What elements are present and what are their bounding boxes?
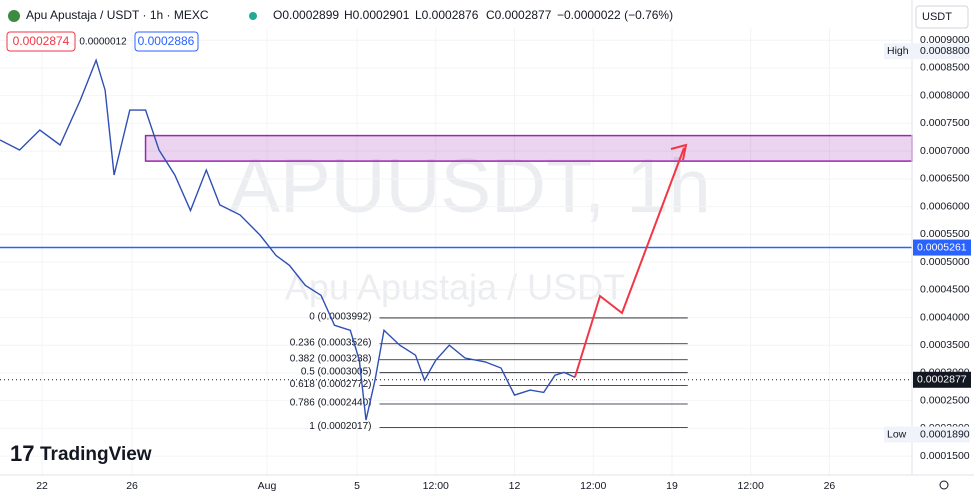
buy-price: 0.0002886	[138, 34, 195, 48]
y-tick-label: 0.0004000	[920, 311, 970, 323]
ohlc-low: L0.0002876	[415, 8, 479, 22]
y-tick-label: 0.0005500	[920, 228, 970, 240]
plot-area: 0 (0.0003992) 0.236 (0.0003526) 0.382 (0.0…	[0, 28, 913, 475]
y-tick-label: 0.0002500	[920, 394, 970, 406]
symbol-icon	[8, 10, 20, 22]
y-tick-label: 0.0006000	[920, 200, 970, 212]
x-tick-label: 12:00	[580, 480, 606, 492]
y-tick-label: 0.0007500	[920, 117, 970, 129]
level-tag-label: 0.0005261	[917, 241, 967, 253]
ohlc-open: O0.0002899	[273, 8, 339, 22]
sell-box[interactable]	[6, 31, 76, 52]
y-tick-label: 0.0007000	[920, 145, 970, 157]
level-tag	[913, 239, 971, 256]
high-marker-box	[884, 43, 970, 60]
x-tick-label: Aug	[258, 480, 277, 492]
y-tick-label: 0.0008000	[920, 89, 970, 101]
last-price-label: 0.0002877	[917, 374, 967, 386]
fib-label: 0.382 (0.0003238)	[290, 353, 372, 364]
symbol: Apu Apustaja / USDT · 1h · MEXC	[26, 8, 209, 22]
x-tick-label: 5	[354, 480, 360, 492]
supply-zone	[144, 134, 913, 162]
y-tick-label: 0.0004500	[920, 284, 970, 296]
currency: USDT	[922, 11, 952, 23]
high-marker-label: 0.0008800	[920, 45, 970, 57]
low-marker-box	[884, 426, 970, 443]
status-dot	[249, 12, 257, 20]
x-tick-label: 12:00	[738, 480, 764, 492]
sell-price: 0.0002874	[13, 34, 70, 48]
arrow-head	[670, 143, 688, 161]
last-price-tag	[913, 371, 971, 388]
low-marker-label: 0.0001890	[920, 428, 970, 440]
x-tick-label: 12:00	[423, 480, 449, 492]
watermark-name: Apu Apustaja / USDT	[285, 267, 625, 308]
projection-arrow	[574, 147, 685, 378]
fib-label: 1 (0.0002017)	[309, 421, 371, 432]
y-tick-label: 0.0003500	[920, 339, 970, 351]
x-tick-label: 26	[126, 480, 138, 492]
x-tick-label: 19	[666, 480, 678, 492]
ohlc-high: H0.0002901	[344, 8, 410, 22]
settings-icon[interactable]	[939, 480, 949, 490]
logo-mark: 17	[10, 441, 34, 466]
currency-button[interactable]	[915, 5, 969, 29]
y-tick-label: 0.0001500	[920, 450, 970, 462]
y-tick-label: 0.0006500	[920, 173, 970, 185]
high-marker-name: High	[887, 45, 909, 57]
x-tick-label: 26	[824, 480, 836, 492]
buy-box[interactable]	[134, 31, 199, 52]
fib-label: 0.5 (0.0003005)	[301, 366, 372, 377]
price-line	[0, 58, 576, 421]
logo: TradingView	[40, 444, 152, 465]
fib-label: 0.618 (0.0002772)	[290, 379, 372, 390]
ohlc-close: C0.0002877	[486, 8, 552, 22]
watermark-ticker: APUUSDT, 1h	[229, 144, 711, 229]
ohlc-change: −0.0000022 (−0.76%)	[557, 8, 673, 22]
x-tick-label: 12	[509, 480, 521, 492]
y-tick-label: 0.0005000	[920, 256, 970, 268]
y-tick-label: 0.0009000	[920, 34, 970, 46]
low-marker-name: Low	[887, 428, 907, 440]
y-tick-label: 0.0008500	[920, 62, 970, 74]
spread: 0.0000012	[79, 37, 127, 48]
fib-label: 0 (0.0003992)	[309, 312, 371, 323]
fib-label: 0.236 (0.0003526)	[290, 337, 372, 348]
x-tick-label: 22	[36, 480, 48, 492]
fib-label: 0.786 (0.0002440)	[290, 398, 372, 409]
